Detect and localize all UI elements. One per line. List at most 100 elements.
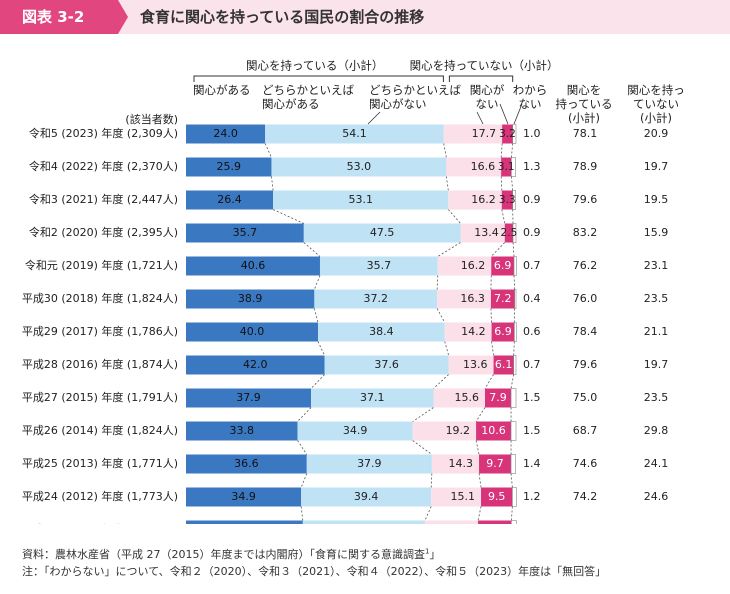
- bar-segment: [271, 157, 447, 177]
- bar-segment: [512, 124, 517, 144]
- value-label: 24.0: [213, 127, 238, 140]
- value-label: 10.1: [482, 523, 507, 524]
- bar-segment: [186, 520, 303, 524]
- subtotal-not-interested-value: 19.7: [644, 160, 669, 173]
- value-label: 37.0: [352, 523, 377, 524]
- subtotal-interested-value: 83.2: [573, 226, 598, 239]
- bar-segment: [311, 388, 434, 408]
- value-label: 35.7: [233, 226, 258, 239]
- value-label: 53.1: [348, 193, 373, 206]
- bar-segment: [511, 157, 516, 177]
- bar-segment: [324, 355, 449, 375]
- bar-segment: [437, 289, 491, 309]
- value-label: 39.4: [354, 490, 379, 503]
- value-label: 0.9: [523, 193, 541, 206]
- value-label: 38.4: [369, 325, 394, 338]
- bar-segment: [273, 190, 449, 210]
- connector-line: [412, 407, 434, 422]
- bar-segment: [513, 256, 517, 276]
- group-label-not-interested: 関心を持っていない（小計）: [410, 59, 559, 73]
- legend-leader: [476, 111, 484, 125]
- value-label: 15.1: [451, 490, 476, 503]
- source-footnote-mark: 1: [425, 547, 430, 556]
- connector-line: [300, 506, 304, 521]
- bar-segment: [186, 190, 274, 210]
- legend-somewhat-interested-line: 関心がある: [262, 97, 320, 111]
- value-label: 0.4: [523, 292, 541, 305]
- connector-line: [412, 440, 433, 455]
- legend-somewhat-not: どちらかといえば関心がない: [369, 83, 461, 111]
- category-label: 平成30 (2018) 年度 (1,824人): [22, 291, 178, 305]
- category-label: 令和5 (2023) 年度 (2,309人): [29, 126, 178, 140]
- value-label: 16.6: [471, 160, 496, 173]
- value-label: 0.9: [523, 226, 541, 239]
- bar-segment: [478, 520, 512, 524]
- connector-line: [484, 374, 494, 389]
- value-label: 9.5: [488, 490, 506, 503]
- bar-segment: [511, 520, 517, 524]
- subtotal-not-interested-value: 24.1: [644, 457, 669, 470]
- bar-segment: [491, 322, 515, 342]
- bar-segment: [186, 454, 307, 474]
- value-label: 9.7: [486, 457, 504, 470]
- bar-segment: [186, 223, 304, 243]
- bar-segment: [490, 289, 515, 309]
- bar-segment: [302, 520, 425, 524]
- connector-line: [500, 143, 503, 158]
- value-label: 34.9: [343, 424, 368, 437]
- category-label: 令和3 (2021) 年度 (2,447人): [29, 192, 178, 206]
- subtotal-not-interested-value: 26.2: [644, 523, 669, 524]
- connector-line: [510, 374, 515, 389]
- bar-segment: [448, 355, 494, 375]
- bar-segment: [513, 355, 517, 375]
- connector-line: [513, 341, 515, 356]
- connector-line: [478, 473, 482, 488]
- connector-line: [490, 242, 506, 257]
- category-label: 平成24 (2012) 年度 (1,773人): [22, 489, 178, 503]
- value-label: 17.7: [472, 127, 497, 140]
- value-label: 54.1: [342, 127, 367, 140]
- bar-segment: [448, 190, 502, 210]
- source-text: 資料：農林水産省（平成 27（2015）年度までは内閣府）「食育に関する意識調査: [22, 548, 425, 561]
- connector-line: [475, 440, 480, 455]
- bar-segment: [303, 223, 461, 243]
- bar-segment: [186, 322, 318, 342]
- value-label: 35.4: [232, 523, 257, 524]
- category-label: 平成26 (2014) 年度 (1,824人): [22, 423, 178, 437]
- subtotal-interested-value: 74.6: [573, 457, 598, 470]
- legend-somewhat-interested-line: どちらかといえば: [262, 83, 354, 97]
- subtotal-not-interested-value: 23.5: [644, 292, 669, 305]
- legend-unknown-line: ない: [519, 97, 542, 111]
- value-label: 37.2: [364, 292, 389, 305]
- bar-segment: [431, 454, 480, 474]
- connector-line: [443, 143, 447, 158]
- legend-very-interested-line: 関心がある: [193, 83, 251, 97]
- bracket-not-interested: [448, 75, 514, 82]
- category-label: 令和元 (2019) 年度 (1,721人): [25, 258, 178, 272]
- value-label: 34.9: [231, 490, 256, 503]
- subtotal-interested-value: 78.9: [573, 160, 598, 173]
- subtotal-not-interested-value: 15.9: [644, 226, 669, 239]
- bar-segment: [443, 124, 503, 144]
- bar-segment: [514, 289, 517, 309]
- subtotal-interested-value: 74.2: [573, 490, 598, 503]
- legend-unknown-line: わから: [513, 83, 548, 97]
- value-label: 37.9: [236, 391, 261, 404]
- value-label: 13.4: [474, 226, 499, 239]
- subtotal-interested-value: 76.2: [573, 259, 598, 272]
- value-label: 7.9: [489, 391, 507, 404]
- header-subtotal-not-interested-line: ていない: [633, 97, 679, 111]
- value-label: 1.2: [523, 490, 541, 503]
- subtotal-interested-value: 78.1: [573, 127, 598, 140]
- bar-segment: [186, 124, 266, 144]
- bar-segment: [493, 355, 514, 375]
- bar-segment: [412, 421, 477, 441]
- connector-line: [436, 308, 446, 323]
- source-note: 資料：農林水産省（平成 27（2015）年度までは内閣府）「食育に関する意識調査…: [22, 546, 440, 562]
- bar-segment: [510, 421, 517, 441]
- connector-line: [491, 341, 494, 356]
- subtotal-not-interested-value: 23.1: [644, 259, 669, 272]
- category-label: 平成28 (2016) 年度 (1,874人): [22, 357, 178, 371]
- connector-line: [510, 473, 513, 488]
- bar-segment: [512, 190, 516, 210]
